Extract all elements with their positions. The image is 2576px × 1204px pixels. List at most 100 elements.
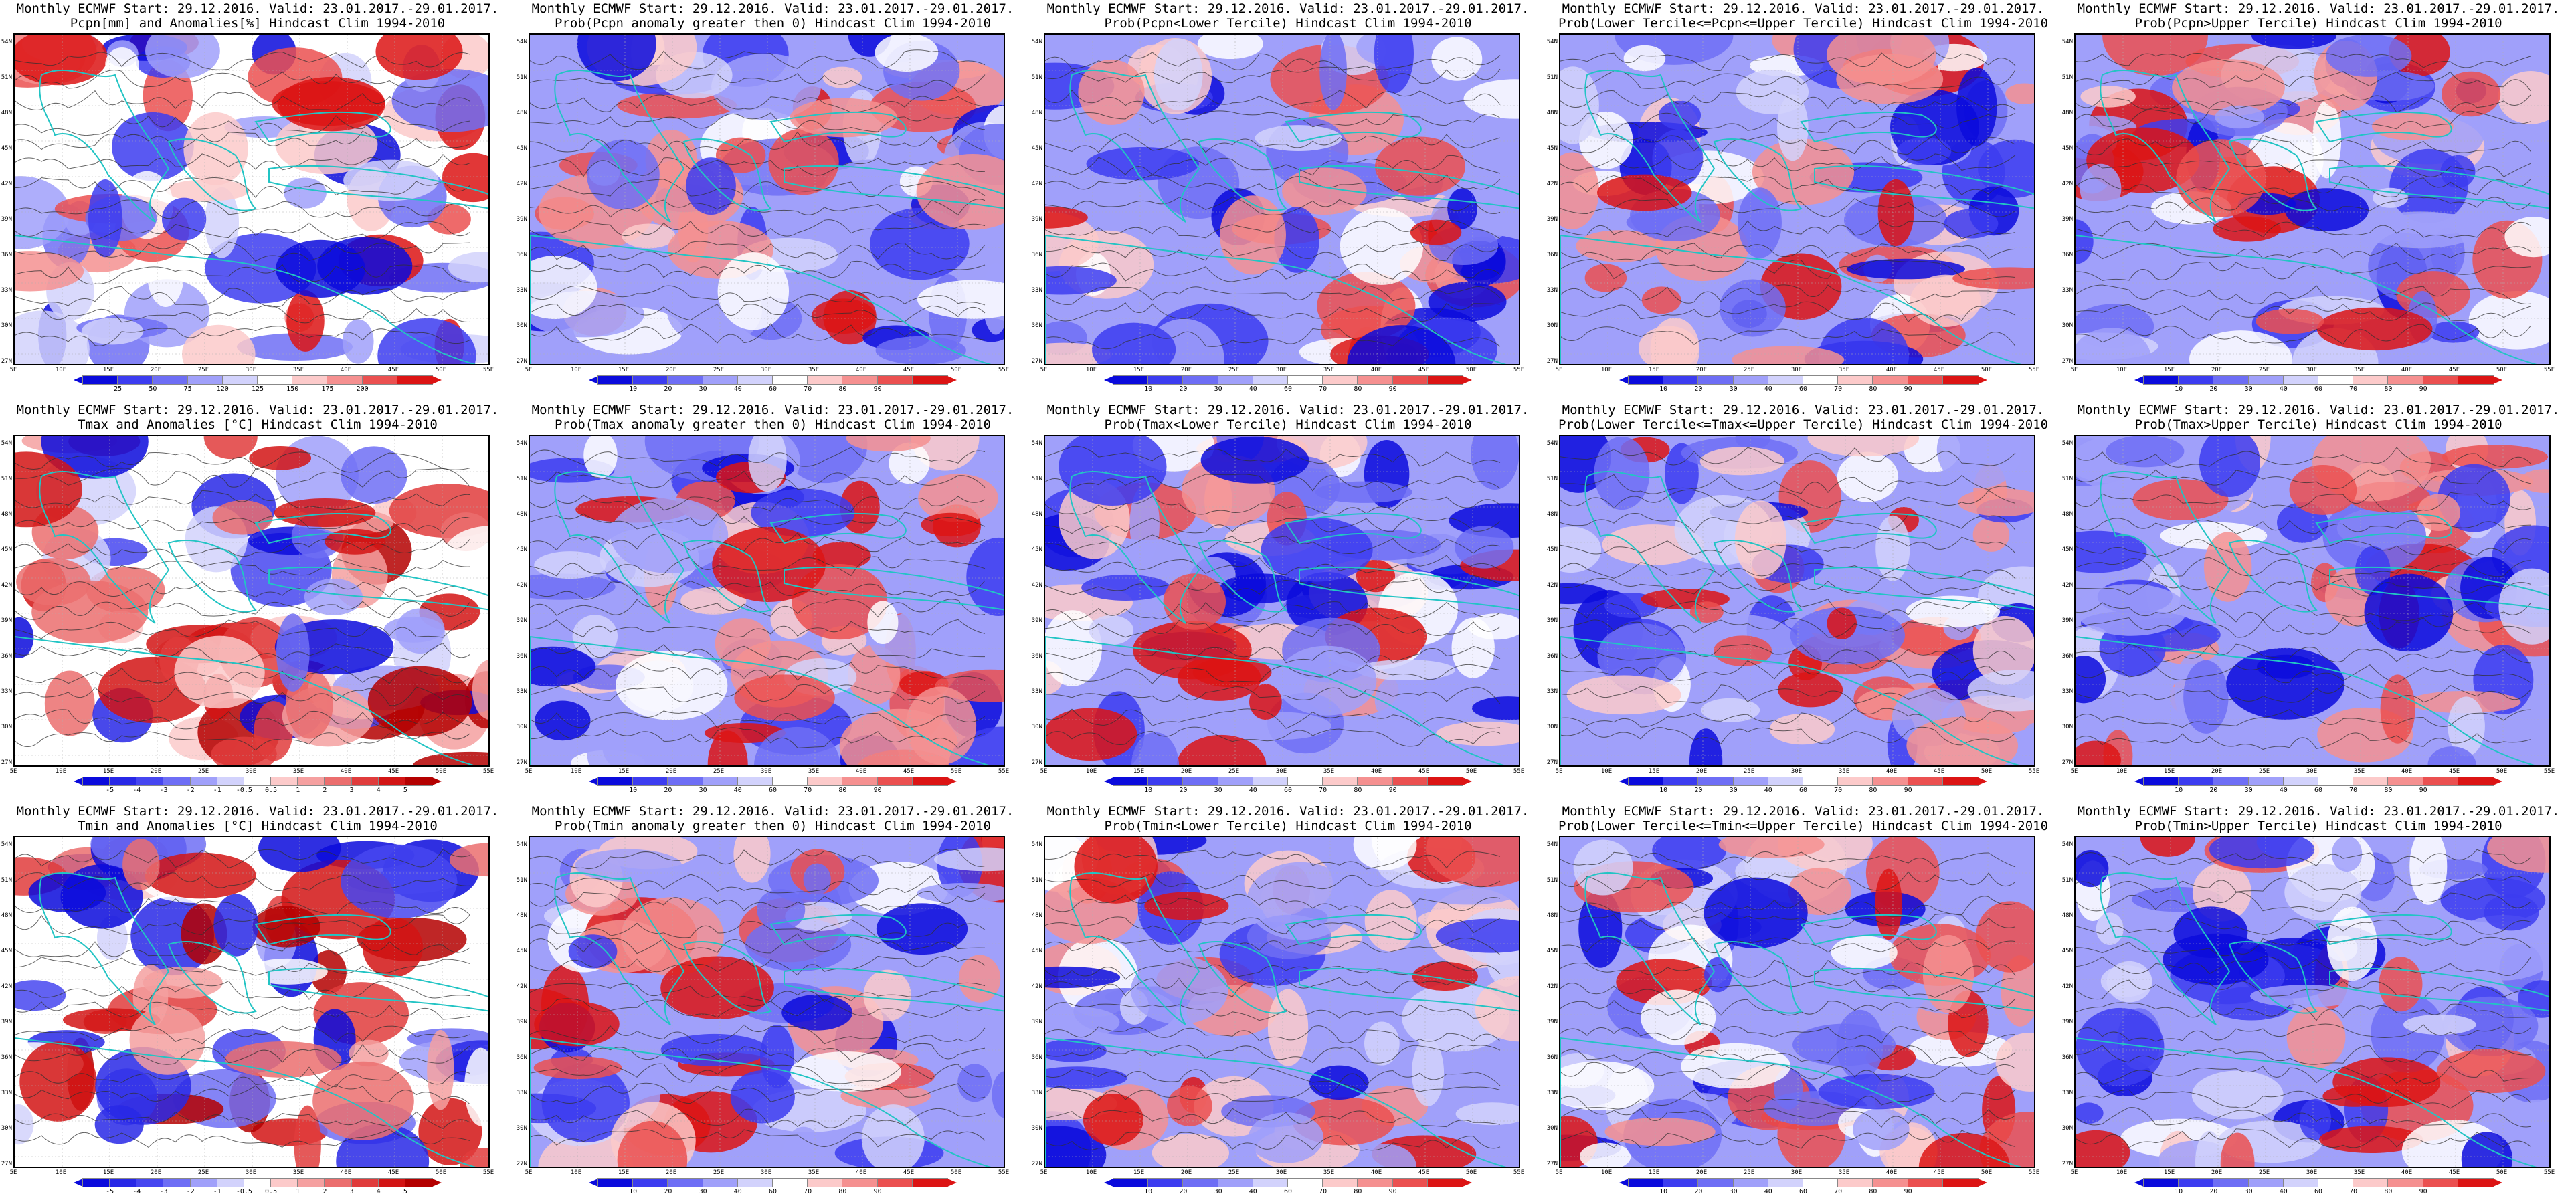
lat-tick-label: 48N	[1031, 912, 1042, 919]
field-shading	[1340, 207, 1424, 285]
field-shading	[1778, 672, 1843, 708]
field-shading	[876, 903, 968, 955]
contour-line	[530, 219, 986, 237]
field-shading	[304, 578, 363, 615]
field-shading	[15, 452, 83, 528]
colorbar-min-arrow	[1104, 376, 1113, 384]
colorbar-min-arrow	[589, 1179, 598, 1187]
panel-title-line2: Prob(Tmin<Lower Tercile) Hindcast Clim 1…	[1104, 819, 1472, 833]
lon-tick-label: 25E	[1743, 367, 1755, 373]
panel-title-line1: Monthly ECMWF Start: 29.12.2016. Valid: …	[531, 403, 1014, 417]
lon-tick-label: 10E	[570, 367, 582, 373]
latitude-labels: 54N 51N 48N 45N 42N 39N 36N 33N 30N 27N	[2061, 435, 2074, 767]
lon-tick-label: 20E	[1695, 367, 1708, 373]
lat-tick-label: 54N	[1546, 841, 1558, 848]
colorbar-swatch	[1392, 375, 1429, 385]
colorbar-tick-label: 80	[2384, 385, 2393, 393]
contour-line	[530, 49, 986, 70]
colorbar-tick-label: 70	[1319, 787, 1327, 794]
contour-line	[15, 286, 470, 308]
lat-tick-label: 51N	[1546, 877, 1558, 884]
colorbar-swatch	[1112, 777, 1149, 786]
coastline	[769, 512, 907, 544]
field-shading	[863, 969, 911, 1022]
field-shading	[1200, 436, 1309, 484]
colorbar-tick-label: 40	[1764, 787, 1772, 794]
contour-line	[530, 982, 986, 1003]
lat-tick-label: 39N	[516, 617, 527, 624]
forecast-panel: Monthly ECMWF Start: 29.12.2016. Valid: …	[1546, 803, 2061, 1204]
contour-line	[1560, 112, 2016, 133]
contour-line	[15, 1043, 470, 1065]
lat-tick-label: 27N	[1546, 358, 1558, 365]
field-shading	[204, 187, 240, 258]
colorbar-labels: 10 20 30 40 60 70 80 90	[1104, 787, 1472, 796]
colorbar-swatch	[189, 1178, 218, 1187]
panel-title-line1: Monthly ECMWF Start: 29.12.2016. Valid: …	[1562, 804, 2045, 819]
colorbar-swatch	[597, 777, 634, 786]
contour-line	[2076, 557, 2531, 577]
field-shading	[790, 98, 897, 138]
colorbar-tick-label: 40	[1249, 385, 1257, 393]
lat-tick-label: 51N	[516, 877, 527, 884]
lon-tick-label: 35E	[1838, 768, 1850, 775]
lat-tick-label: 30N	[516, 322, 527, 329]
panel-title: Monthly ECMWF Start: 29.12.2016. Valid: …	[1030, 804, 1546, 833]
contour-line	[15, 1025, 470, 1045]
lon-tick-label: 40E	[1370, 768, 1382, 775]
latitude-labels: 54N 51N 48N 45N 42N 39N 36N 33N 30N 27N	[1030, 435, 1044, 767]
field-shading	[174, 635, 265, 709]
field-shading	[1356, 659, 1456, 681]
contour-line	[2076, 243, 2531, 261]
field-shading	[272, 81, 385, 126]
colorbar	[1619, 375, 1988, 385]
contour-line	[530, 619, 986, 638]
colorbar-swatch	[2318, 1178, 2355, 1187]
contour-line	[2076, 262, 2531, 281]
field-shading	[2132, 479, 2229, 521]
field-shading	[31, 580, 149, 644]
field-shading	[349, 1039, 389, 1067]
lat-tick-label: 33N	[516, 1090, 527, 1096]
lon-tick-label: 25E	[713, 768, 725, 775]
lon-tick-label: 10E	[1600, 367, 1613, 373]
field-shading	[1167, 1086, 1212, 1126]
field-shading	[1274, 206, 1319, 273]
field-shading	[1853, 1108, 1910, 1151]
map-canvas	[15, 837, 488, 1167]
coastline	[769, 111, 907, 143]
field-shading	[2484, 894, 2539, 931]
lon-tick-label: 30E	[1790, 367, 1803, 373]
contour-line	[15, 90, 470, 111]
lat-tick-label: 42N	[1031, 181, 1042, 187]
field-shading	[1192, 657, 1272, 688]
field-shading	[1560, 526, 1602, 573]
field-shading	[1219, 195, 1286, 275]
colorbar-tick-label: -1	[213, 787, 221, 794]
colorbar-swatch	[2213, 375, 2249, 385]
colorbar-tick-label: -5	[106, 787, 114, 794]
contour-line	[2076, 518, 2531, 534]
lon-tick-label: 20E	[1695, 1169, 1708, 1176]
lat-tick-label: 39N	[1, 1019, 12, 1025]
lon-tick-label: 20E	[150, 1169, 162, 1176]
lat-tick-label: 30N	[2061, 1125, 2073, 1132]
latitude-labels: 54N 51N 48N 45N 42N 39N 36N 33N 30N 27N	[0, 33, 13, 365]
lon-tick-label: 10E	[1085, 1169, 1097, 1176]
field-shading	[1641, 286, 1681, 314]
panel-title-line2: Prob(Tmin>Upper Tercile) Hindcast Clim 1…	[2134, 819, 2502, 833]
longitude-labels: 5E 10E 15E 20E 25E 30E 35E 40E 45E 50E 55E	[1040, 768, 1525, 776]
field-shading	[1936, 436, 2023, 488]
coastline	[254, 111, 391, 143]
coastline	[784, 165, 1004, 209]
lon-tick-label: 10E	[2116, 1169, 2128, 1176]
lat-tick-label: 39N	[1, 617, 12, 624]
lon-tick-label: 30E	[760, 367, 772, 373]
field-shading	[1197, 35, 1263, 60]
field-shading	[2191, 1070, 2284, 1120]
lat-tick-label: 42N	[2061, 983, 2073, 990]
field-shading	[1831, 936, 1898, 969]
field-shading	[1735, 436, 1771, 450]
lon-tick-label: 40E	[855, 367, 867, 373]
contour-line	[1560, 871, 2016, 892]
